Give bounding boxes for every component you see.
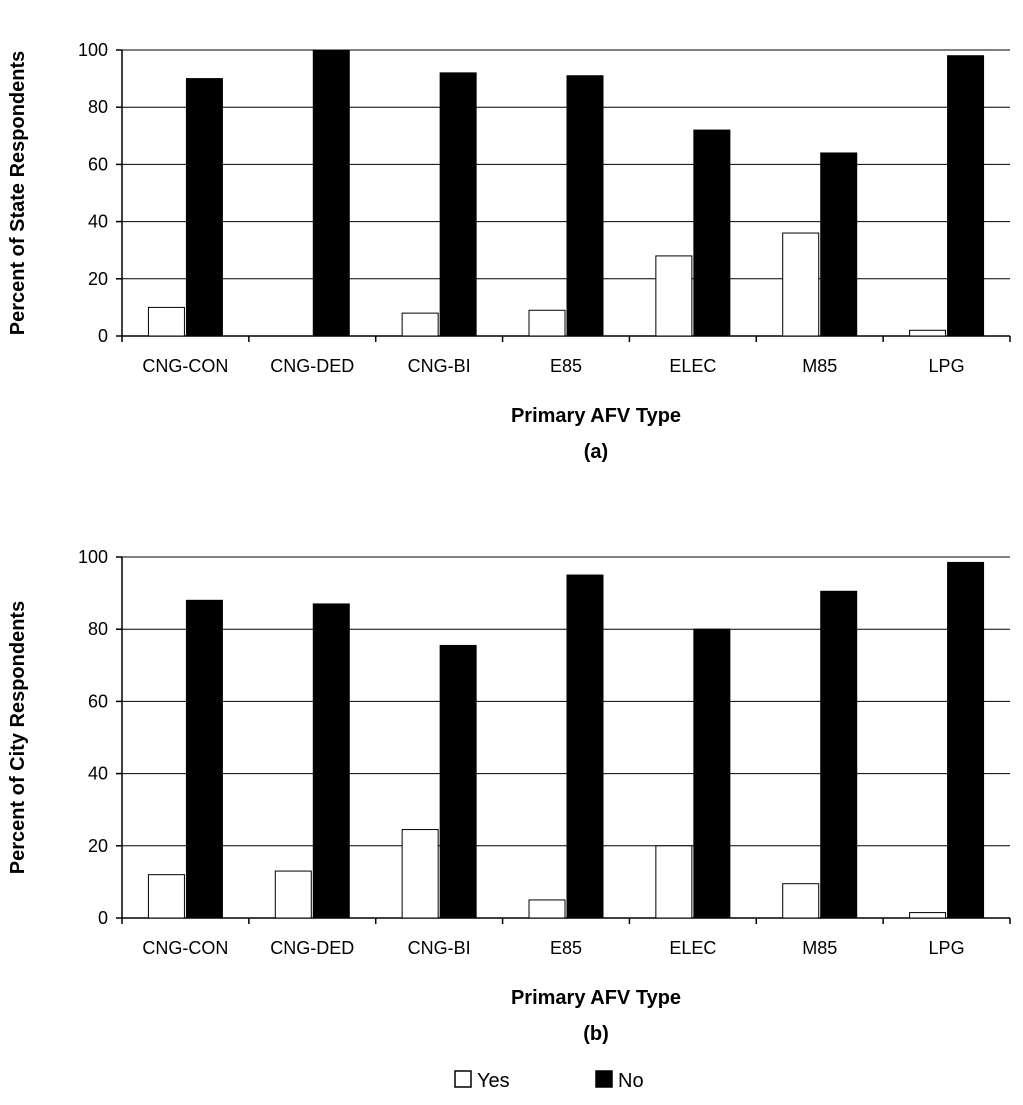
bar-yes-lpg	[909, 329, 947, 337]
x-tick-label: E85	[550, 356, 582, 376]
bar-yes-elec	[655, 845, 693, 919]
y-tick-label: 0	[98, 908, 108, 928]
y-tick-label: 60	[88, 691, 108, 711]
bar-no-m85	[820, 152, 858, 337]
y-tick-label: 40	[88, 212, 108, 232]
bar-no-cng-ded	[312, 49, 350, 337]
bar-no-m85	[820, 590, 858, 919]
y-tick-label: 100	[78, 40, 108, 60]
y-tick-label: 100	[78, 547, 108, 567]
y-tick-label: 80	[88, 97, 108, 117]
x-tick-label: LPG	[929, 356, 965, 376]
x-tick-label: CNG-CON	[142, 356, 228, 376]
bar-no-elec	[693, 129, 731, 337]
y-tick-label: 0	[98, 326, 108, 346]
bar-yes-m85	[782, 232, 820, 337]
x-tick-label: CNG-DED	[270, 356, 354, 376]
bar-no-cng-con	[185, 78, 223, 337]
y-tick-label: 20	[88, 269, 108, 289]
x-tick-label: M85	[802, 356, 837, 376]
bar-no-lpg	[947, 55, 985, 337]
y-tick-label: 20	[88, 836, 108, 856]
legend-swatch-no	[595, 1070, 613, 1088]
bar-no-cng-ded	[312, 603, 350, 919]
x-axis-title: Primary AFV Type	[511, 987, 681, 1009]
legend-label-yes: Yes	[477, 1070, 510, 1092]
x-tick-label: E85	[550, 938, 582, 958]
bar-yes-m85	[782, 883, 820, 919]
bar-no-cng-bi	[439, 644, 477, 919]
x-tick-label: CNG-BI	[408, 938, 471, 958]
bar-no-lpg	[947, 561, 985, 919]
x-tick-label: ELEC	[669, 356, 716, 376]
y-tick-label: 40	[88, 764, 108, 784]
bar-no-e85	[566, 75, 604, 337]
y-axis-title: Percent of State Respondents	[7, 51, 29, 336]
x-tick-label: CNG-BI	[408, 356, 471, 376]
panel-label: (b)	[583, 1023, 609, 1045]
bar-no-cng-con	[185, 599, 223, 919]
legend-swatch-yes	[454, 1070, 472, 1088]
bar-yes-e85	[528, 899, 566, 919]
bar-yes-cng-ded	[274, 870, 312, 919]
panel-b: 0 20 40 60 80 100 CNG-CON CNG-DED CNG-BI E85 ELEC M…	[7, 547, 1011, 1045]
x-axis-title: Primary AFV Type	[511, 405, 681, 427]
y-tick-label: 60	[88, 154, 108, 174]
x-tick-label: CNG-DED	[270, 938, 354, 958]
bar-no-cng-bi	[439, 72, 477, 337]
bar-no-elec	[693, 628, 731, 919]
x-tick-label: LPG	[929, 938, 965, 958]
bar-yes-cng-bi	[401, 312, 439, 337]
panel-label: (a)	[584, 441, 608, 463]
x-tick-label: M85	[802, 938, 837, 958]
legend: Yes No	[454, 1070, 644, 1092]
y-tick-label: 80	[88, 619, 108, 639]
y-axis-title: Percent of City Respondents	[7, 601, 29, 874]
bar-yes-cng-bi	[401, 829, 439, 919]
bar-yes-cng-con	[147, 874, 185, 919]
bar-yes-lpg	[909, 912, 947, 919]
x-tick-label: ELEC	[669, 938, 716, 958]
bar-yes-cng-con	[147, 306, 185, 337]
bar-yes-elec	[655, 255, 693, 337]
legend-label-no: No	[618, 1070, 644, 1092]
x-tick-label: CNG-CON	[142, 938, 228, 958]
bar-no-e85	[566, 574, 604, 919]
panel-a: 0 20 40 60 80 100 CNG-CON CNG-DED CNG-BI E85 ELEC M…	[7, 40, 1011, 463]
bar-yes-e85	[528, 309, 566, 337]
